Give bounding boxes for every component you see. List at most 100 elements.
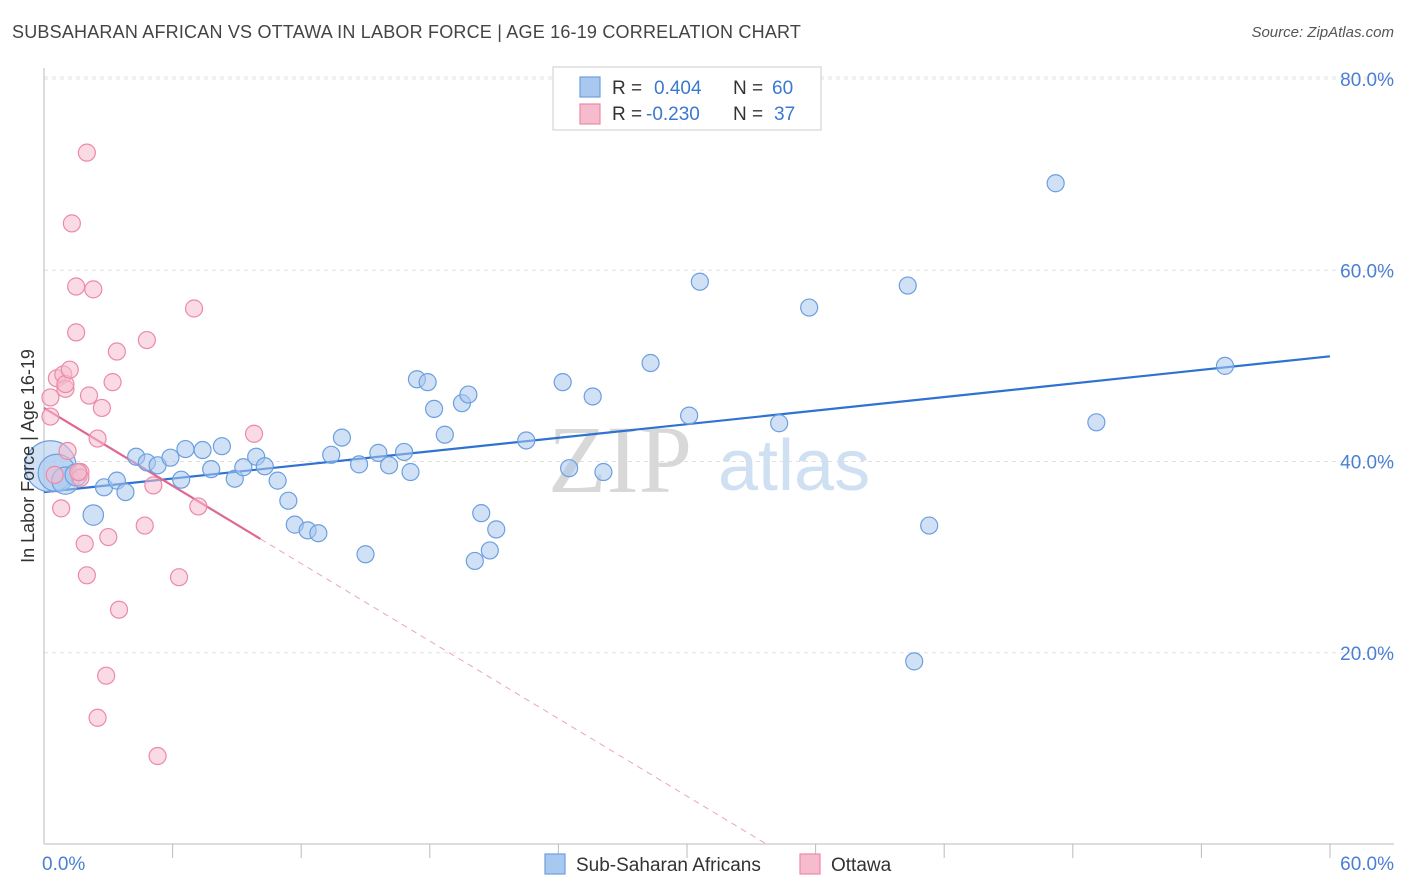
point-ottawa-9 [60,360,79,379]
point-ottawa-10 [62,214,81,233]
point-ottawa-21 [88,708,107,727]
point-ottawa-17 [77,566,96,585]
point-subsaharan-56 [905,652,924,671]
point-subsaharan-47 [583,387,602,406]
point-ottawa-30 [144,476,163,495]
source-credit: Source: ZipAtlas.com [1251,24,1394,41]
point-subsaharan-53 [800,298,819,317]
point-subsaharan-42 [487,520,506,539]
point-subsaharan-37 [435,425,454,444]
watermark: ZIP atlas [548,406,870,513]
gridlines [44,76,1394,654]
point-subsaharan-22 [279,491,298,510]
point-ottawa-26 [107,342,126,361]
y-tick-label-3: 80.0% [1340,70,1394,91]
stats-legend: R = 0.404 N = 60 R = -0.230 N = 37 [552,66,822,131]
point-subsaharan-29 [356,545,375,564]
point-subsaharan-14 [193,440,212,460]
bottom-legend-swatch-blue [544,853,566,875]
point-subsaharan-33 [401,462,420,482]
point-subsaharan-55 [920,516,939,535]
point-ottawa-33 [184,299,204,318]
point-subsaharan-26 [322,445,341,464]
point-ottawa-25 [103,373,122,392]
point-subsaharan-31 [379,456,399,475]
point-subsaharan-20 [255,457,274,476]
point-ottawa-4 [52,499,71,518]
point-ottawa-12 [67,323,86,342]
legend-swatch-blue [579,76,601,98]
point-ottawa-32 [169,568,189,587]
bottom-legend-label-2: Ottawa [831,855,892,876]
point-subsaharan-12 [172,470,191,489]
point-ottawa-0 [41,388,60,407]
point-subsaharan-45 [553,373,572,392]
point-subsaharan-39 [459,385,478,404]
legend-swatch-pink [579,103,601,125]
point-subsaharan-41 [480,541,499,560]
point-subsaharan-49 [641,353,660,373]
point-subsaharan-28 [349,455,369,474]
chart-title: SUBSAHARAN AFRICAN VS OTTAWA IN LABOR FO… [12,22,802,42]
point-ottawa-31 [148,746,167,766]
legend-n-label-2: N = [733,104,763,125]
legend-n-label-1: N = [733,78,763,99]
point-subsaharan-36 [424,399,444,419]
point-subsaharan-43 [465,551,484,571]
point-ottawa-24 [99,527,118,547]
point-subsaharan-21 [268,471,287,490]
trend-line-ottawa [43,407,262,540]
bottom-legend-label-1: Sub-Saharan Africans [576,855,761,876]
point-ottawa-16 [77,143,96,162]
point-subsaharan-58 [1087,413,1106,432]
point-ottawa-8 [58,441,77,461]
point-ottawa-28 [135,516,154,535]
legend-r-value-2: -0.230 [646,104,700,125]
legend-n-value-2: 37 [774,104,795,125]
data-points [24,143,1235,766]
point-subsaharan-7 [116,483,135,502]
x-tick-labels: 0.0% 60.0% [42,854,1394,875]
series-legend: Sub-Saharan Africans Ottawa [544,853,892,876]
x-tick-label-max: 60.0% [1340,854,1394,875]
watermark-zip: ZIP [548,406,692,513]
trend-line-ottawa-extension [260,538,767,845]
point-ottawa-2 [45,465,64,484]
point-ottawa-27 [109,600,129,619]
point-subsaharan-57 [1046,174,1065,193]
legend-r-label-2: R = [612,104,642,125]
point-subsaharan-32 [394,442,414,462]
y-tick-label-0: 20.0% [1340,644,1394,665]
point-subsaharan-4 [82,504,105,526]
y-tick-label-2: 60.0% [1340,261,1394,282]
point-subsaharan-11 [161,448,180,467]
bottom-legend-swatch-pink [799,853,821,875]
point-subsaharan-13 [176,439,195,459]
point-ottawa-20 [88,429,107,448]
point-ottawa-19 [84,280,103,299]
point-ottawa-1 [41,407,60,426]
point-subsaharan-18 [234,458,253,477]
point-subsaharan-40 [472,504,491,523]
point-subsaharan-51 [690,272,709,291]
point-subsaharan-48 [594,462,613,482]
y-axis-label: In Labor Force | Age 16-19 [18,349,38,563]
y-tick-label-1: 40.0% [1340,453,1394,474]
watermark-atlas: atlas [718,426,870,506]
point-subsaharan-25 [309,524,328,543]
point-subsaharan-44 [517,431,536,450]
point-subsaharan-27 [332,428,352,447]
point-ottawa-29 [137,330,156,350]
point-ottawa-22 [92,398,111,418]
point-ottawa-15 [75,534,94,553]
point-subsaharan-30 [369,443,388,462]
point-ottawa-35 [244,424,264,443]
point-subsaharan-16 [212,437,231,456]
point-ottawa-34 [189,497,208,516]
point-subsaharan-35 [418,373,437,392]
x-tick-label-min: 0.0% [42,854,85,875]
point-subsaharan-50 [680,406,699,425]
point-subsaharan-52 [770,414,789,433]
point-ottawa-11 [67,277,86,296]
point-subsaharan-15 [202,460,221,479]
